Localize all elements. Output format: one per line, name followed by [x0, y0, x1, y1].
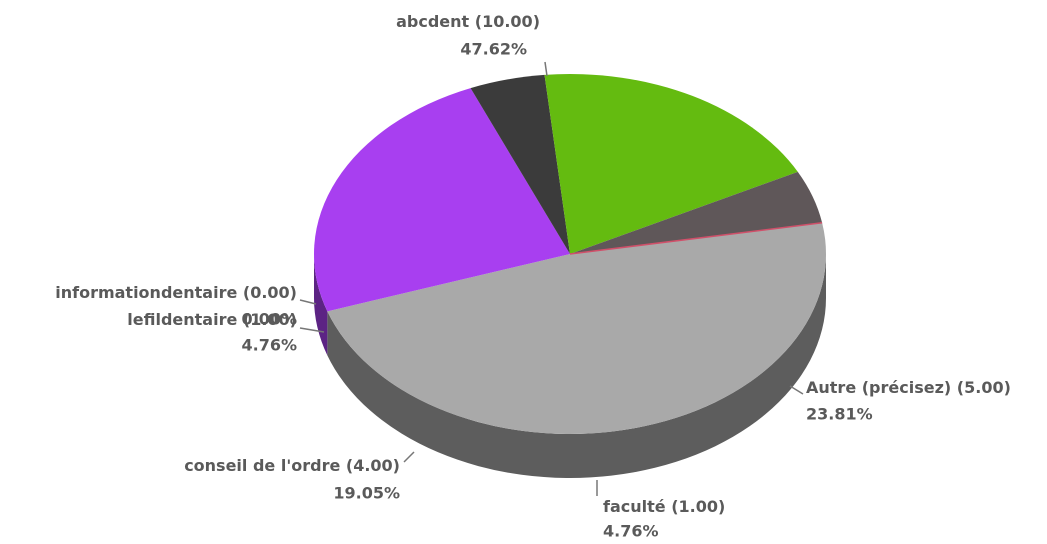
- category-name: abcdent: [396, 12, 469, 31]
- slice-side: [314, 254, 328, 356]
- percent-label: 4.76%: [603, 522, 659, 541]
- percent-label: 4.76%: [241, 336, 297, 355]
- slice-label: informationdentaire (0.00): [55, 283, 297, 302]
- category-name: lefildentaire: [127, 310, 237, 329]
- category-name: faculté: [603, 497, 666, 516]
- value-label: (1.00): [671, 497, 725, 516]
- value-label: (1.00): [243, 310, 297, 329]
- percent-label: 47.62%: [460, 40, 527, 59]
- slice-label: faculté (1.00): [603, 497, 725, 516]
- slice: [313, 88, 570, 312]
- leader-line: [789, 385, 804, 395]
- slice-label: lefildentaire (1.00): [127, 310, 297, 329]
- slice-side: [327, 254, 826, 479]
- percent-label: 19.05%: [333, 484, 400, 503]
- slice: [570, 171, 823, 254]
- percent-label: 23.81%: [806, 405, 873, 424]
- slice: [470, 74, 570, 254]
- slice-label: Autre (précisez) (5.00): [806, 378, 1011, 397]
- category-name: Autre (précisez): [806, 378, 951, 397]
- slice: [544, 74, 798, 254]
- value-label: (10.00): [475, 12, 540, 31]
- slice-label: conseil de l'ordre (4.00): [184, 456, 400, 475]
- leader-line: [403, 451, 415, 463]
- category-name: informationdentaire: [55, 283, 237, 302]
- value-label: (5.00): [957, 378, 1011, 397]
- leader-line: [299, 299, 317, 305]
- value-label: (4.00): [346, 456, 400, 475]
- slice: [327, 222, 826, 434]
- slice-label: abcdent (10.00): [396, 12, 540, 31]
- leader-line: [299, 327, 325, 333]
- percent-label: 0.00%: [241, 310, 297, 329]
- category-name: conseil de l'ordre: [184, 456, 340, 475]
- leader-line: [544, 61, 548, 77]
- value-label: (0.00): [243, 283, 297, 302]
